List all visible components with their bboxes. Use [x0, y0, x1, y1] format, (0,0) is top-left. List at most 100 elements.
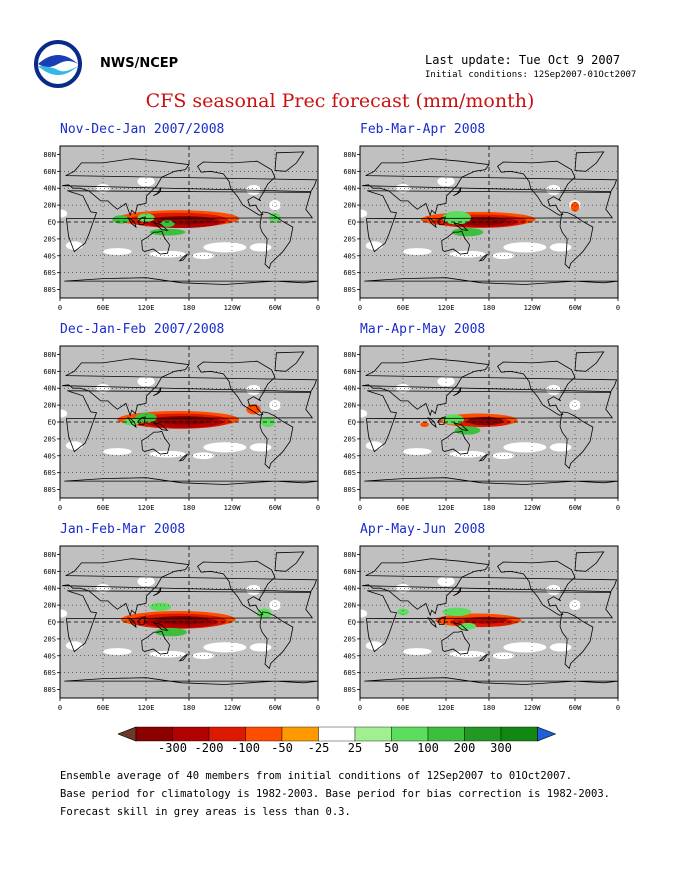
skill-area: [395, 184, 411, 193]
panel-title-fma: Feb-Mar-Apr 2008: [360, 122, 486, 137]
coastline: [452, 387, 462, 397]
footer-line-3: Forecast skill in grey areas is less tha…: [60, 806, 351, 818]
colorbar-label: 200: [453, 741, 476, 755]
coastline: [452, 187, 462, 197]
skill-area: [492, 252, 515, 260]
y-tick-label: 60N: [43, 568, 56, 576]
coastline: [141, 630, 171, 655]
precip-anomaly: [137, 213, 155, 222]
page-title: CFS seasonal Prec forecast (mm/month): [145, 90, 535, 112]
coastline: [478, 253, 488, 262]
coastline: [559, 411, 594, 470]
initial-conditions-text: Initial conditions: 12Sep2007-01Oct2007: [425, 70, 637, 80]
y-tick-label: 60N: [343, 568, 356, 576]
coastline: [559, 211, 594, 270]
y-tick-label: 80N: [343, 151, 356, 159]
coastline: [364, 277, 619, 285]
skill-area: [503, 642, 547, 653]
precip-anomaly: [397, 608, 409, 616]
y-tick-label: 80N: [43, 151, 56, 159]
coastline: [127, 217, 137, 229]
y-tick-label: 20N: [43, 602, 56, 610]
skill-area: [403, 648, 432, 655]
coastline: [497, 360, 576, 416]
y-tick-label: 20S: [343, 235, 356, 243]
x-tick-label: 120E: [438, 704, 455, 712]
colorbar-swatch: [500, 726, 538, 742]
agency-label: NWS/NCEP: [100, 56, 179, 71]
forecast-map-fma: 80N 60N 40N 20N EQ 20S 40S 60S 80S 0 60E 120E 180 120…: [336, 140, 626, 324]
y-tick-label: EQ: [48, 419, 56, 427]
precip-anomaly: [149, 228, 186, 236]
precip-anomaly: [160, 220, 175, 228]
x-tick-label: 120E: [138, 504, 155, 512]
y-tick-label: 40N: [43, 585, 56, 593]
coastline: [152, 387, 162, 397]
skill-area: [65, 441, 83, 450]
coastline: [497, 560, 576, 616]
colorbar-label: 100: [417, 741, 439, 755]
y-tick-label: 80N: [43, 551, 56, 559]
coastline: [362, 558, 618, 617]
y-tick-label: 20N: [343, 602, 356, 610]
coastline: [427, 417, 437, 429]
skill-area: [137, 176, 155, 187]
x-tick-label: 120W: [524, 704, 542, 712]
coastline: [197, 160, 276, 216]
x-tick-label: 120W: [224, 504, 242, 512]
x-tick-label: 60E: [397, 504, 410, 512]
y-tick-label: 40S: [343, 252, 356, 260]
coastline: [65, 190, 314, 253]
x-tick-label: 60W: [569, 704, 582, 712]
y-tick-label: 40S: [43, 252, 56, 260]
x-tick-label: 120E: [138, 304, 155, 312]
x-tick-label: 180: [483, 504, 496, 512]
skill-area: [192, 652, 215, 660]
colorbar-swatch: [354, 726, 392, 742]
skill-area: [95, 184, 111, 193]
y-tick-label: EQ: [348, 419, 356, 427]
y-tick-label: EQ: [48, 219, 56, 227]
x-tick-label: 60E: [97, 504, 110, 512]
colorbar-label: -25: [307, 741, 330, 755]
colorbar-swatch: [135, 726, 173, 742]
colorbar-swatch: [464, 726, 502, 742]
y-tick-label: 40N: [343, 585, 356, 593]
colorbar-label: -200: [194, 741, 224, 755]
skill-area: [95, 584, 111, 593]
precip-anomaly: [451, 227, 484, 237]
skill-area: [437, 176, 455, 187]
precip-anomaly: [135, 412, 157, 423]
coastline: [453, 622, 469, 631]
panel-title-jfm: Jan-Feb-Mar 2008: [60, 522, 186, 537]
coastline: [64, 477, 319, 485]
coastline: [259, 211, 294, 270]
x-tick-label: 120W: [524, 304, 542, 312]
x-tick-label: 120W: [224, 304, 242, 312]
colorbar-swatch: [391, 726, 429, 742]
y-tick-label: 80S: [343, 486, 356, 494]
colorbar-swatch: [427, 726, 465, 742]
colorbar-label: 300: [490, 741, 512, 755]
coastline: [137, 416, 146, 425]
coastline: [497, 160, 576, 216]
skill-area: [103, 648, 132, 655]
precip-anomaly: [260, 416, 275, 428]
coastline: [441, 630, 471, 655]
skill-area: [549, 643, 572, 652]
y-tick-label: 60N: [343, 368, 356, 376]
coastline: [65, 390, 314, 453]
coastline: [197, 560, 276, 616]
panel-title-mam: Mar-Apr-May 2008: [360, 322, 486, 337]
coastline: [197, 360, 276, 416]
y-tick-label: 20S: [43, 235, 56, 243]
footer-line-2: Base period for climatology is 1982-2003…: [60, 788, 610, 800]
colorbar-label: -300: [158, 741, 187, 755]
precip-anomaly: [154, 616, 210, 625]
coastline: [178, 453, 188, 462]
skill-area: [492, 452, 515, 460]
x-tick-label: 180: [183, 304, 196, 312]
y-tick-label: 60S: [43, 469, 56, 477]
skill-area: [437, 376, 455, 387]
coastline: [141, 430, 171, 455]
